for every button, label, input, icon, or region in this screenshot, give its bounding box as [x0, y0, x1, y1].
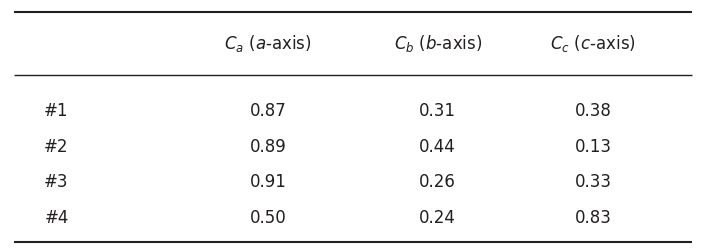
Text: 0.89: 0.89 [250, 137, 287, 155]
Text: 0.26: 0.26 [419, 172, 456, 191]
Text: 0.91: 0.91 [250, 172, 287, 191]
Text: 0.83: 0.83 [575, 208, 611, 226]
Text: 0.13: 0.13 [575, 137, 611, 155]
Text: $C_b$ ($b$-axis): $C_b$ ($b$-axis) [394, 32, 481, 53]
Text: 0.31: 0.31 [419, 102, 456, 120]
Text: $C_a$ ($a$-axis): $C_a$ ($a$-axis) [225, 32, 312, 53]
Text: 0.24: 0.24 [419, 208, 456, 226]
Text: 0.50: 0.50 [250, 208, 287, 226]
Text: #2: #2 [44, 137, 68, 155]
Text: 0.38: 0.38 [575, 102, 611, 120]
Text: #4: #4 [44, 208, 68, 226]
Text: $C_c$ ($c$-axis): $C_c$ ($c$-axis) [550, 32, 636, 53]
Text: 0.87: 0.87 [250, 102, 287, 120]
Text: #1: #1 [44, 102, 68, 120]
Text: #3: #3 [44, 172, 68, 191]
Text: 0.44: 0.44 [419, 137, 456, 155]
Text: 0.33: 0.33 [575, 172, 611, 191]
